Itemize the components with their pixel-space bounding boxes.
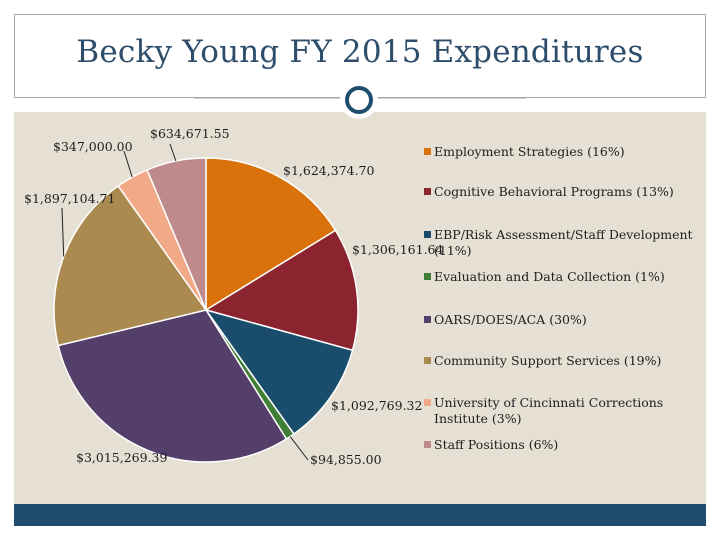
data-label: $634,671.55 <box>150 126 230 141</box>
ring-inner-icon <box>345 86 373 114</box>
legend-swatch <box>424 188 431 195</box>
pie-slice <box>53 184 208 347</box>
footer-bar <box>14 504 706 526</box>
slide-title: Becky Young FY 2015 Expenditures <box>76 34 644 70</box>
legend-swatch <box>424 357 431 364</box>
data-label: $1,092,769.32 <box>331 398 422 413</box>
data-label: $347,000.00 <box>53 139 133 154</box>
leader-lines <box>61 143 309 461</box>
leader-line <box>123 150 133 178</box>
pie-slice <box>205 157 337 312</box>
data-label: $1,306,161.64 <box>352 242 443 257</box>
leader-line <box>289 436 309 461</box>
legend-swatch <box>424 148 431 155</box>
legend-label: University of Cincinnati Corrections Ins… <box>434 395 664 426</box>
leader-line <box>169 143 177 162</box>
data-label: $3,015,269.39 <box>76 450 167 465</box>
legend-swatch <box>424 273 431 280</box>
pie-slice <box>57 309 288 463</box>
legend-label: EBP/Risk Assessment/Staff Development (1… <box>434 227 693 258</box>
legend-swatch <box>424 231 431 238</box>
pie-slice <box>146 157 207 311</box>
legend-swatch <box>424 441 431 448</box>
ring-ornament-icon <box>340 81 378 119</box>
legend-label: Employment Strategies (16%) <box>434 144 625 159</box>
legend-label: Evaluation and Data Collection (1%) <box>434 269 665 284</box>
pie-slices <box>53 157 359 463</box>
pie-slice <box>204 308 354 436</box>
legend-label: Cognitive Behavioral Programs (13%) <box>434 184 674 199</box>
legend-label: Community Support Services (19%) <box>434 353 662 368</box>
legend-swatch <box>424 316 431 323</box>
legend-label: OARS/DOES/ACA (30%) <box>434 312 587 327</box>
data-label: $1,897,104.71 <box>24 191 115 206</box>
data-labels: $1,624,374.70 $1,306,161.64 $1,092,769.32 $… <box>24 126 443 467</box>
data-label: $1,624,374.70 <box>283 163 374 178</box>
data-label: $94,855.00 <box>310 452 382 467</box>
legend-label: Staff Positions (6%) <box>434 437 559 452</box>
legend-swatch <box>424 399 431 406</box>
leader-line <box>61 207 65 257</box>
